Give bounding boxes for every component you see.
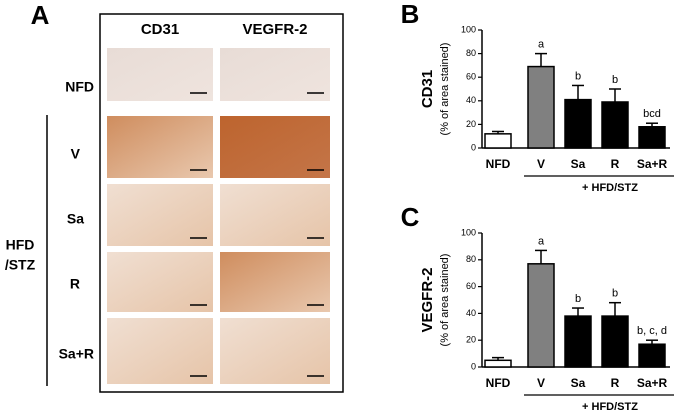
row-label: R — [70, 276, 80, 292]
bar — [564, 98, 592, 149]
panel-frame — [99, 13, 344, 393]
x-tick-label: NFD — [486, 376, 511, 390]
micrograph — [220, 184, 330, 246]
y-tick-label: 60 — [466, 281, 476, 291]
y-tick-label: 80 — [466, 48, 476, 58]
micrograph — [107, 48, 213, 101]
significance-label: bcd — [643, 108, 661, 120]
panel-label: C — [401, 202, 420, 232]
row-label: V — [71, 146, 81, 162]
bar — [564, 315, 592, 368]
panel-label: A — [31, 0, 50, 30]
bar — [638, 126, 666, 149]
significance-label: b — [575, 293, 581, 305]
column-header: VEGFR-2 — [242, 21, 307, 38]
panel-a: A CD31 VEGFR-2 NFD V Sa R Sa+R HFD /STZ — [5, 0, 344, 393]
micrograph — [107, 184, 213, 246]
significance-label: b — [612, 74, 618, 86]
x-tick-label: V — [537, 157, 545, 171]
y-tick-label: 0 — [471, 361, 476, 371]
significance-label: a — [538, 235, 545, 247]
bar — [484, 359, 512, 368]
x-tick-label: Sa+R — [637, 376, 668, 390]
y-axis-subtitle: (% of area stained) — [439, 254, 451, 347]
y-tick-label: 80 — [466, 254, 476, 264]
row-label: Sa — [67, 211, 84, 227]
group-label: + HFD/STZ — [582, 182, 638, 194]
y-tick-label: 40 — [466, 308, 476, 318]
y-tick-label: 40 — [466, 95, 476, 105]
y-tick-label: 20 — [466, 119, 476, 129]
bar — [484, 133, 512, 149]
y-tick-label: 100 — [461, 227, 476, 237]
x-tick-label: Sa — [571, 376, 586, 390]
significance-label: b, c, d — [637, 325, 667, 337]
x-tick-label: V — [537, 376, 545, 390]
y-axis-title: CD31 — [419, 70, 436, 108]
y-tick-label: 20 — [466, 335, 476, 345]
micrograph — [107, 318, 213, 384]
y-tick-label: 60 — [466, 72, 476, 82]
bar — [638, 343, 666, 368]
x-tick-label: R — [611, 157, 620, 171]
group-label: HFD — [6, 237, 35, 253]
micrograph — [220, 116, 330, 178]
micrograph — [220, 252, 330, 312]
bar — [527, 65, 555, 149]
group-label: /STZ — [5, 257, 36, 273]
y-axis-title: VEGFR-2 — [419, 267, 436, 332]
significance-label: b — [575, 70, 581, 82]
micrograph — [107, 116, 213, 178]
group-label: + HFD/STZ — [582, 401, 638, 412]
micrograph — [220, 48, 330, 101]
y-tick-label: 100 — [461, 24, 476, 34]
scale-bars — [190, 92, 324, 377]
y-tick-label: 0 — [471, 142, 476, 152]
bar — [601, 315, 629, 368]
significance-label: a — [538, 39, 545, 51]
row-label: NFD — [65, 79, 94, 95]
bar — [601, 101, 629, 149]
significance-label: b — [612, 288, 618, 300]
y-axis-subtitle: (% of area stained) — [439, 43, 451, 136]
x-tick-label: R — [611, 376, 620, 390]
micrograph — [220, 318, 330, 384]
bar — [527, 263, 555, 368]
x-tick-label: NFD — [486, 157, 511, 171]
x-tick-label: Sa — [571, 157, 586, 171]
x-tick-label: Sa+R — [637, 157, 668, 171]
micrograph — [107, 252, 213, 312]
column-header: CD31 — [141, 21, 179, 38]
row-label: Sa+R — [59, 346, 94, 362]
panel-label: B — [401, 0, 420, 29]
